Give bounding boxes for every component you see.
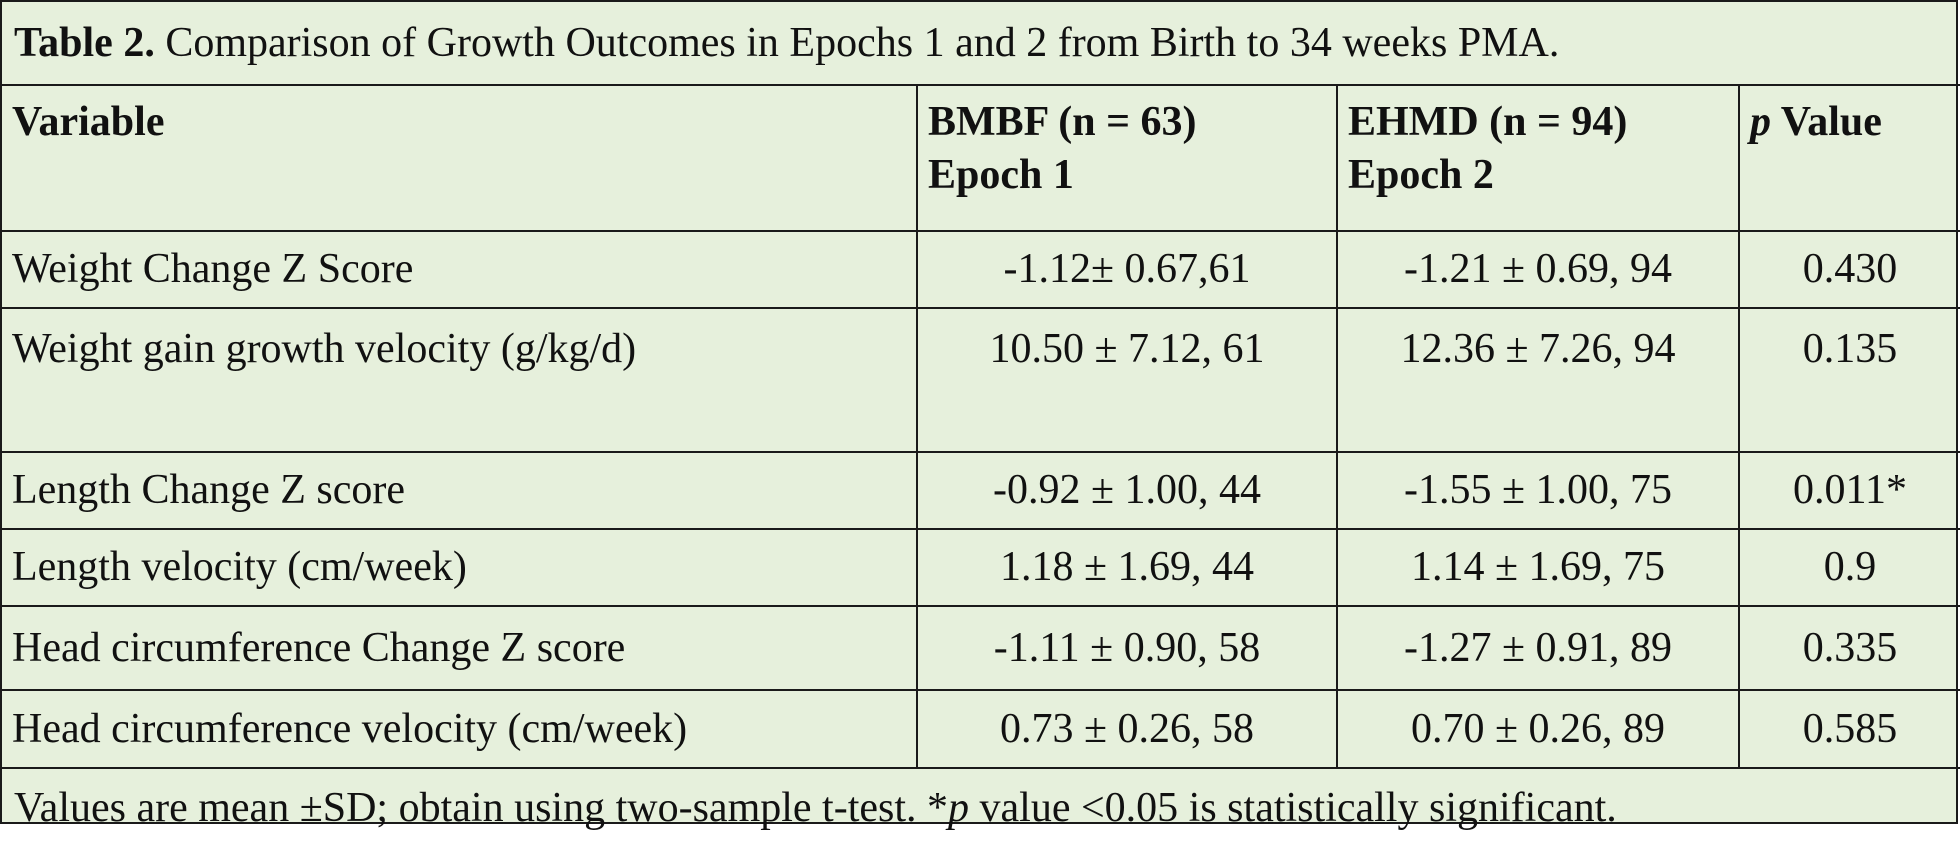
header-p-italic: p bbox=[1750, 99, 1771, 145]
variable-cell: Weight gain growth velocity (g/kg/d) bbox=[2, 307, 918, 453]
table-footnote: Values are mean ±SD; obtain using two-sa… bbox=[2, 767, 1960, 847]
caption-row: Table 2. Comparison of Growth Outcomes i… bbox=[2, 2, 1960, 86]
ehmd-cell: -1.55 ± 1.00, 75 bbox=[1336, 451, 1740, 530]
header-bmbf-line1: BMBF (n = 63) bbox=[928, 99, 1197, 145]
footnote-post: value <0.05 is statistically significant… bbox=[969, 784, 1617, 831]
bmbf-cell: -0.92 ± 1.00, 44 bbox=[916, 451, 1338, 530]
table-row: Head circumference velocity (cm/week) 0.… bbox=[2, 689, 1960, 769]
caption-text: Comparison of Growth Outcomes in Epochs … bbox=[154, 19, 1560, 66]
header-bmbf: BMBF (n = 63) Epoch 1 bbox=[916, 84, 1338, 232]
ehmd-cell: 1.14 ± 1.69, 75 bbox=[1336, 528, 1740, 607]
variable-cell: Weight Change Z Score bbox=[2, 230, 918, 309]
table-row: Length Change Z score -0.92 ± 1.00, 44 -… bbox=[2, 451, 1960, 530]
table-row: Weight gain growth velocity (g/kg/d) 10.… bbox=[2, 307, 1960, 453]
table-row: Weight Change Z Score -1.12± 0.67,61 -1.… bbox=[2, 230, 1960, 309]
caption-label: Table 2. bbox=[14, 19, 155, 66]
ehmd-cell: -1.27 ± 0.91, 89 bbox=[1336, 605, 1740, 691]
variable-cell: Length Change Z score bbox=[2, 451, 918, 530]
bmbf-cell: 0.73 ± 0.26, 58 bbox=[916, 689, 1338, 769]
header-ehmd-line1: EHMD (n = 94) bbox=[1348, 99, 1628, 145]
footnote-pre: Values are mean ±SD; obtain using two-sa… bbox=[14, 784, 949, 831]
p-value-cell: 0.585 bbox=[1737, 689, 1960, 769]
p-value-cell: 0.430 bbox=[1737, 230, 1960, 309]
header-variable: Variable bbox=[2, 84, 918, 232]
bmbf-cell: -1.11 ± 0.90, 58 bbox=[916, 605, 1338, 691]
header-p-value: p Value bbox=[1737, 84, 1960, 232]
table-row: Length velocity (cm/week) 1.18 ± 1.69, 4… bbox=[2, 528, 1960, 607]
p-value-cell: 0.135 bbox=[1737, 307, 1960, 453]
bmbf-cell: 10.50 ± 7.12, 61 bbox=[916, 307, 1338, 453]
footnote-italic: p bbox=[948, 784, 970, 831]
p-value-cell: 0.011* bbox=[1737, 451, 1960, 530]
header-variable-label: Variable bbox=[12, 99, 165, 145]
header-row: Variable BMBF (n = 63) Epoch 1 EHMD (n = … bbox=[2, 84, 1960, 232]
ehmd-cell: 0.70 ± 0.26, 89 bbox=[1336, 689, 1740, 769]
header-ehmd: EHMD (n = 94) Epoch 2 bbox=[1336, 84, 1740, 232]
table-caption: Table 2. Comparison of Growth Outcomes i… bbox=[2, 2, 1960, 86]
variable-cell: Length velocity (cm/week) bbox=[2, 528, 918, 607]
p-value-cell: 0.335 bbox=[1737, 605, 1960, 691]
footnote-row: Values are mean ±SD; obtain using two-sa… bbox=[2, 767, 1960, 847]
bmbf-cell: -1.12± 0.67,61 bbox=[916, 230, 1338, 309]
table-row: Head circumference Change Z score -1.11 … bbox=[2, 605, 1960, 691]
p-value-cell: 0.9 bbox=[1737, 528, 1960, 607]
ehmd-cell: 12.36 ± 7.26, 94 bbox=[1336, 307, 1740, 453]
header-p-rest: Value bbox=[1771, 99, 1882, 145]
variable-cell: Head circumference velocity (cm/week) bbox=[2, 689, 918, 769]
header-bmbf-line2: Epoch 1 bbox=[928, 151, 1074, 198]
bmbf-cell: 1.18 ± 1.69, 44 bbox=[916, 528, 1338, 607]
ehmd-cell: -1.21 ± 0.69, 94 bbox=[1336, 230, 1740, 309]
header-ehmd-line2: Epoch 2 bbox=[1348, 151, 1494, 198]
variable-cell: Head circumference Change Z score bbox=[2, 605, 918, 691]
